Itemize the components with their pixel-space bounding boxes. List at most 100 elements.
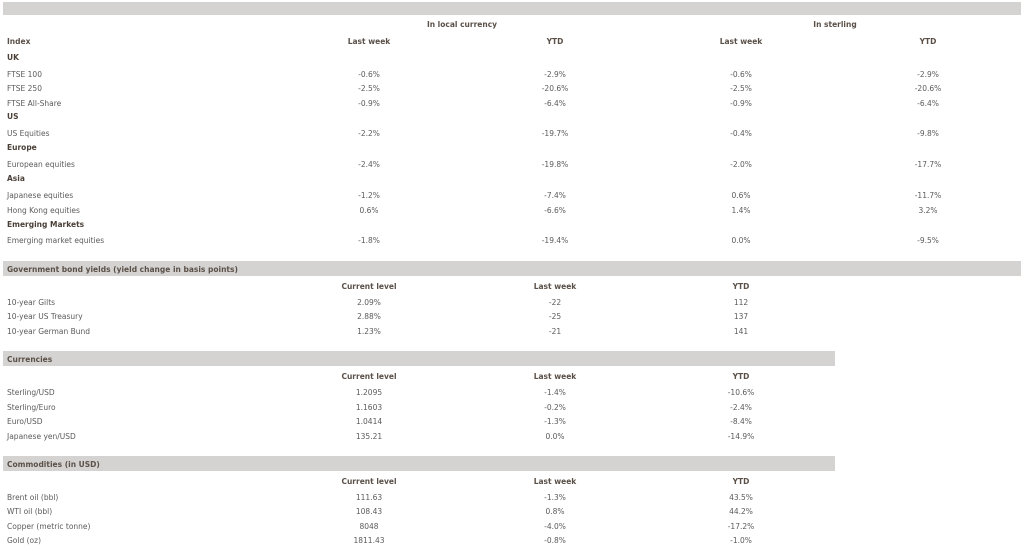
bonds-last-week-value: -25 [548,312,562,321]
currencies-section-title: Currencies [7,355,53,364]
bonds-section-bar [3,261,1021,276]
currencies-row-label: Sterling/Euro [7,403,56,412]
column-header-index: Index [7,37,31,46]
commodities-ytd-value: -1.0% [730,536,752,545]
sterling-last-week-value: -0.6% [730,70,752,79]
section-label-uk: UK [7,53,19,62]
local-last-week-value: -2.4% [358,160,380,169]
sterling-ytd-value: -9.8% [917,129,939,138]
local-last-week-value: -1.8% [358,236,380,245]
section-label-emerging-markets: Emerging Markets [7,220,85,229]
bonds-ytd-value: 137 [733,312,749,321]
equity-row-label: Emerging market equities [7,236,105,245]
sterling-ytd-value: -11.7% [914,191,942,200]
sterling-last-week-value: -2.5% [730,84,752,93]
currencies-row-label: Sterling/USD [7,388,55,397]
currencies-column-header-current-level: Current level [341,372,397,381]
currencies-ytd-value: -10.6% [727,388,755,397]
currencies-column-header-last-week: Last week [533,372,577,381]
equity-row-label: European equities [7,160,75,169]
bonds-row-label: 10-year Gilts [7,298,56,307]
currencies-current-level-value: 1.1603 [355,403,383,412]
bonds-row-label: 10-year German Bund [7,327,91,336]
sterling-last-week-value: -2.0% [730,160,752,169]
bonds-ytd-value: 112 [733,298,749,307]
sterling-ytd-value: -6.4% [917,99,939,108]
commodities-last-week-value: -1.3% [544,493,566,502]
sterling-ytd-value: -9.5% [917,236,939,245]
currencies-last-week-value: -1.4% [544,388,566,397]
currencies-last-week-value: -1.3% [544,417,566,426]
sterling-last-week-value: 0.0% [731,236,751,245]
sterling-last-week-value: 0.6% [731,191,751,200]
bonds-column-header-last-week: Last week [533,282,577,291]
bonds-column-header-ytd: YTD [732,282,750,291]
local-last-week-value: -0.6% [358,70,380,79]
currencies-column-header-ytd: YTD [732,372,750,381]
local-ytd-value: -6.4% [544,99,566,108]
bonds-row-label: 10-year US Treasury [7,312,83,321]
currencies-current-level-value: 135.21 [355,432,383,441]
commodities-column-header-last-week: Last week [533,477,577,486]
currencies-row-label: Euro/USD [7,417,43,426]
section-label-europe: Europe [7,143,37,152]
currencies-row-label: Japanese yen/USD [7,432,76,441]
currencies-ytd-value: -8.4% [730,417,752,426]
group-header-local-currency: In local currency [426,20,498,29]
local-ytd-value: -19.8% [541,160,569,169]
commodities-row-label: Brent oil (bbl) [7,493,59,502]
equity-row-label: FTSE All-Share [7,99,62,108]
bonds-last-week-value: -22 [548,298,562,307]
group-header-in-sterling: In sterling [813,20,857,29]
equity-row-label: Hong Kong equities [7,206,80,215]
local-last-week-value: -1.2% [358,191,380,200]
currencies-section-bar [3,351,835,366]
column-header-local-ytd: YTD [546,37,564,46]
commodities-current-level-value: 108.43 [355,507,383,516]
bonds-current-level-value: 2.09% [357,298,381,307]
currencies-current-level-value: 1.2095 [355,388,383,397]
column-header-local-last-week: Last week [347,37,391,46]
bonds-ytd-value: 141 [733,327,749,336]
section-label-asia: Asia [7,174,25,183]
commodities-ytd-value: 44.2% [729,507,753,516]
commodities-section-title: Commodities (in USD) [7,460,100,469]
commodities-ytd-value: 43.5% [729,493,753,502]
currencies-last-week-value: -0.2% [544,403,566,412]
currencies-current-level-value: 1.0414 [355,417,383,426]
commodities-current-level-value: 8048 [359,522,379,531]
bonds-column-header-current-level: Current level [341,282,397,291]
local-ytd-value: -20.6% [541,84,569,93]
column-header-sterling-last-week: Last week [719,37,763,46]
bonds-current-level-value: 2.88% [357,312,381,321]
currencies-ytd-value: -2.4% [730,403,752,412]
local-last-week-value: -0.9% [358,99,380,108]
commodities-row-label: Copper (metric tonne) [7,522,91,531]
commodities-current-level-value: 1811.43 [353,536,385,545]
bonds-section-title: Government bond yields (yield change in … [7,265,238,274]
local-ytd-value: -7.4% [544,191,566,200]
equity-row-label: FTSE 250 [7,84,42,93]
local-ytd-value: -6.6% [544,206,566,215]
section-label-us: US [7,112,19,121]
currencies-last-week-value: 0.0% [545,432,565,441]
sterling-ytd-value: 3.2% [918,206,938,215]
currencies-ytd-value: -14.9% [727,432,755,441]
sterling-last-week-value: -0.4% [730,129,752,138]
local-ytd-value: -19.4% [541,236,569,245]
sterling-ytd-value: -20.6% [914,84,942,93]
commodities-current-level-value: 111.63 [355,493,383,502]
commodities-last-week-value: 0.8% [545,507,565,516]
top-header-bar [3,2,1021,15]
commodities-ytd-value: -17.2% [727,522,755,531]
sterling-ytd-value: -17.7% [914,160,942,169]
local-ytd-value: -19.7% [541,129,569,138]
local-last-week-value: -2.5% [358,84,380,93]
commodities-row-label: Gold (oz) [7,536,42,545]
local-last-week-value: -2.2% [358,129,380,138]
commodities-last-week-value: -0.8% [544,536,566,545]
commodities-row-label: WTI oil (bbl) [7,507,53,516]
sterling-ytd-value: -2.9% [917,70,939,79]
equity-row-label: US Equities [7,129,50,138]
local-ytd-value: -2.9% [544,70,566,79]
